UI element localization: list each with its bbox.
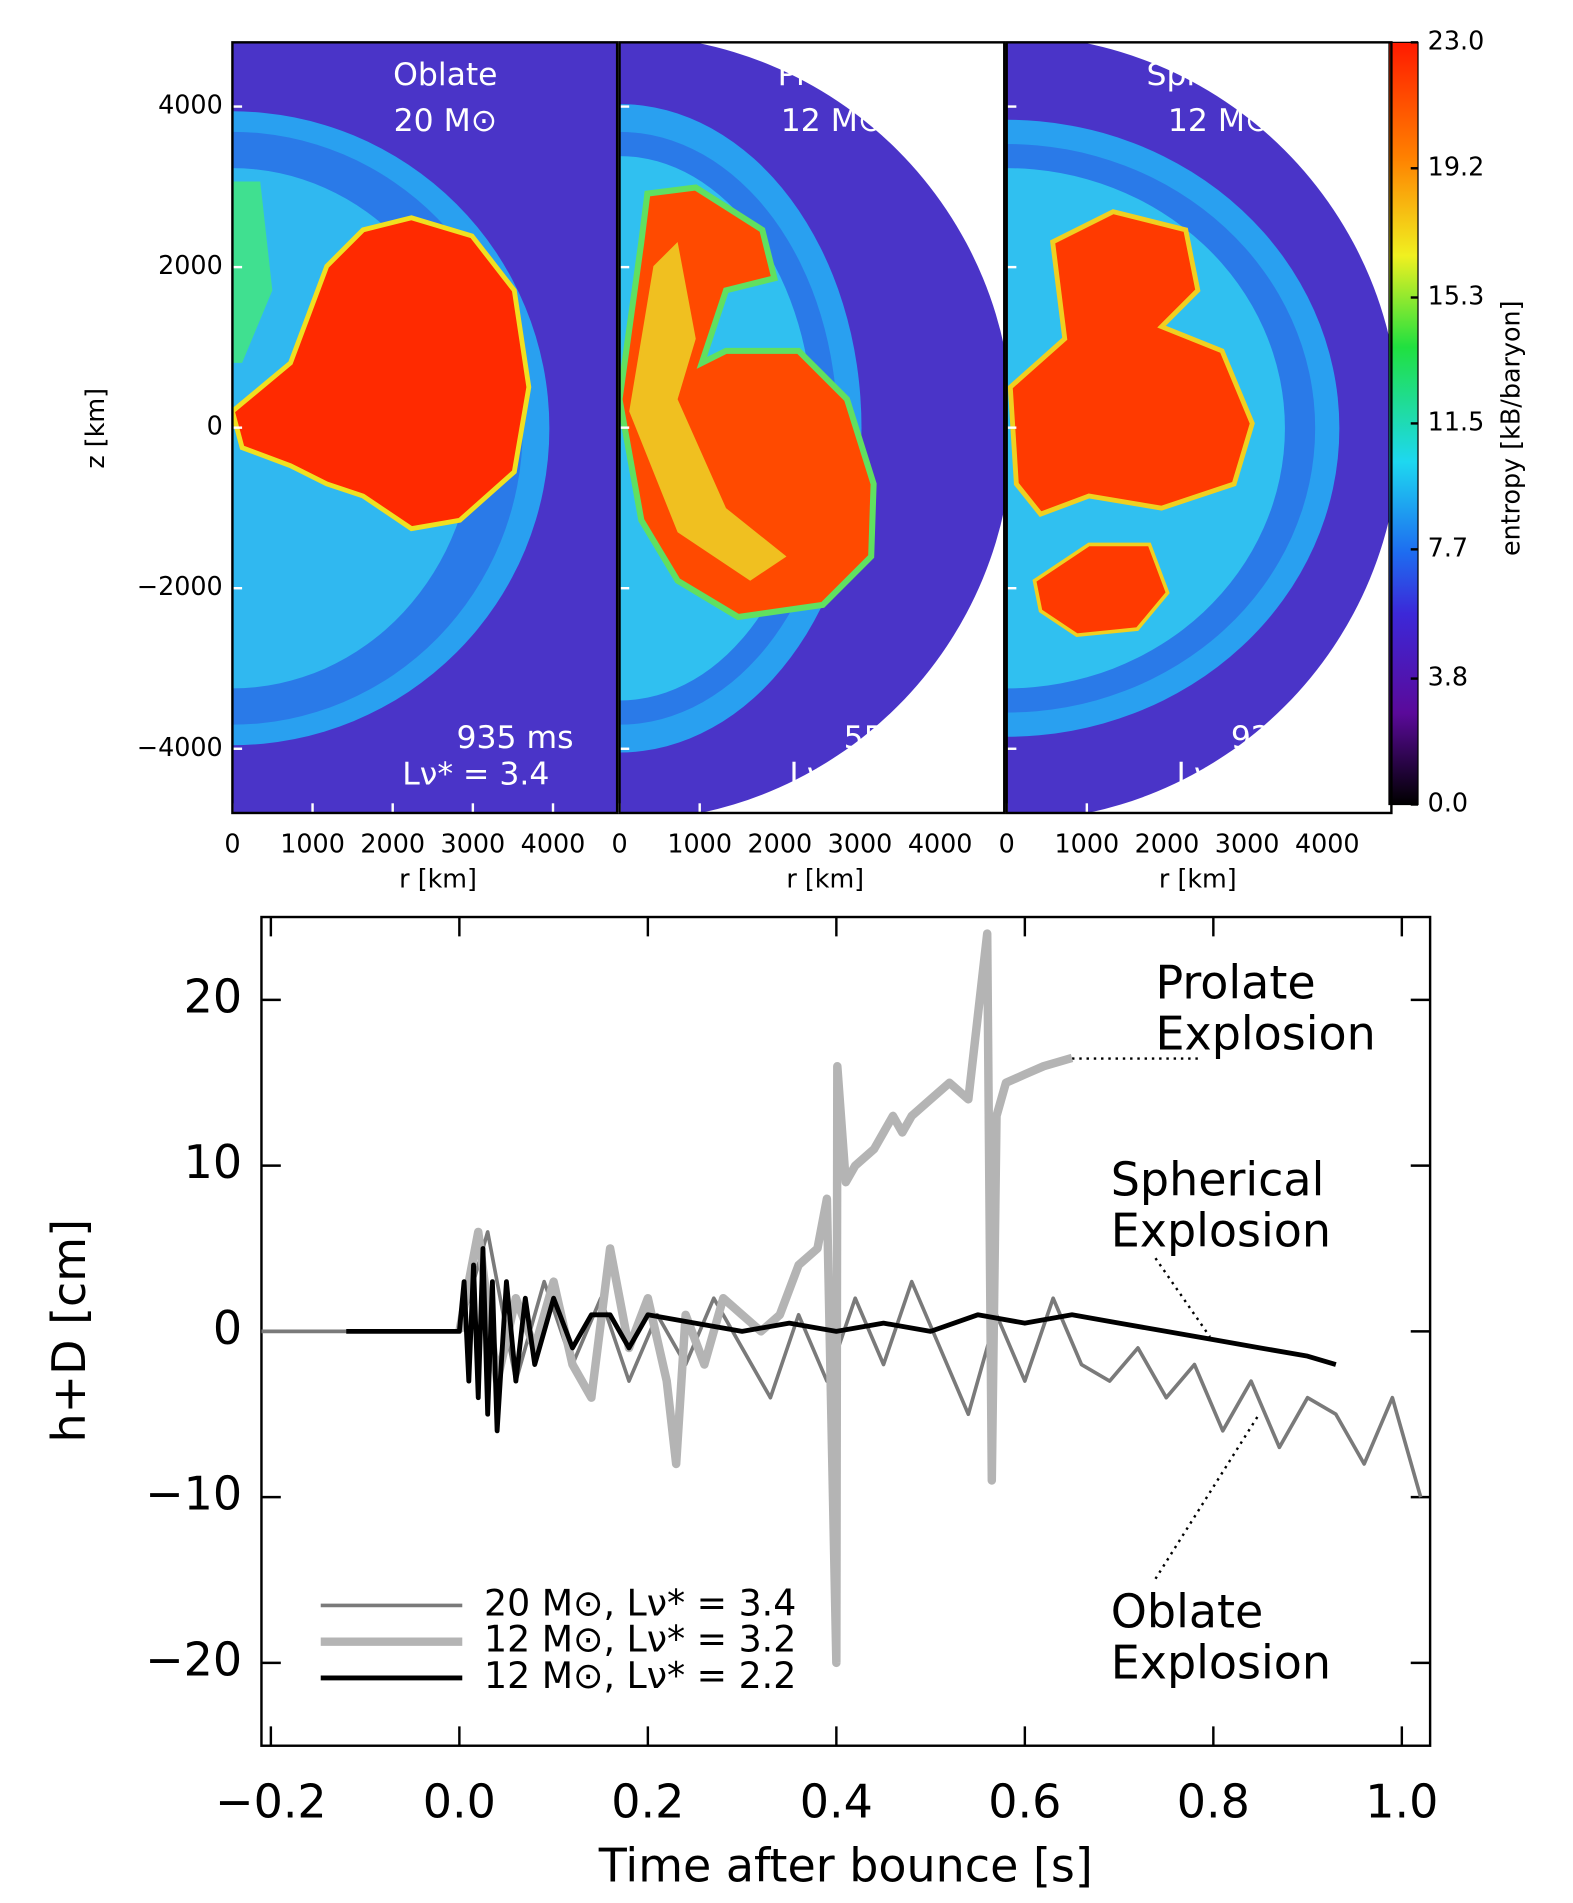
x-tick-label: 1000: [667, 829, 732, 859]
x-axis-label: r [km]: [1159, 864, 1237, 894]
annotation: Prolate: [1155, 955, 1315, 1009]
y-tick-label: 2000: [158, 250, 223, 280]
x-tick-label: 0: [611, 829, 627, 859]
panel-time: 935 ms: [457, 720, 574, 756]
x-tick-label: 0.0: [423, 1775, 496, 1829]
y-tick-label: −4000: [137, 732, 223, 762]
x-axis-label: Time after bounce [s]: [598, 1839, 1093, 1893]
x-tick-label: 1.0: [1365, 1775, 1438, 1829]
x-tick-label: 2000: [748, 829, 813, 859]
panel-time: 921 ms: [1231, 720, 1348, 756]
x-tick-label: 1000: [280, 829, 345, 859]
colorbar-tick-label: 15.3: [1428, 281, 1485, 311]
annotation: Oblate: [1111, 1585, 1264, 1639]
x-tick-label: 2000: [1135, 829, 1200, 859]
data-line: [455, 929, 1074, 1668]
x-tick-label: 4000: [1295, 829, 1360, 859]
panel-frame: [231, 41, 619, 815]
annotation: Explosion: [1111, 1635, 1331, 1689]
panel-luminosity: Lν* = 3.4: [402, 756, 549, 792]
panel-time: 550 ms: [844, 720, 961, 756]
legend-label: 20 M⊙, Lν* = 3.4: [484, 1581, 796, 1624]
x-axis-label: r [km]: [786, 864, 864, 894]
colorbar-tick-label: 3.8: [1428, 662, 1468, 692]
x-tick-label: 3000: [441, 829, 506, 859]
x-tick-label: 4000: [908, 829, 973, 859]
x-tick-label: 0: [999, 829, 1015, 859]
annotation: Explosion: [1155, 1006, 1375, 1060]
x-axis-label: r [km]: [399, 864, 477, 894]
x-tick-label: 1000: [1055, 829, 1120, 859]
x-tick-label: −0.2: [215, 1775, 327, 1829]
annotation-pointer: [1064, 1057, 1260, 1580]
x-tick-label: 0.4: [800, 1775, 873, 1829]
x-tick-label: 3000: [828, 829, 893, 859]
panel-frame: [1005, 41, 1393, 815]
y-tick-label: 0: [213, 1301, 242, 1355]
panel-title: Prolate: [778, 57, 888, 93]
panel-image: [1006, 42, 1389, 813]
y-axis-label: h+D [cm]: [42, 1219, 96, 1443]
y-tick-label: 0: [207, 411, 223, 441]
x-tick-label: 0: [224, 829, 240, 859]
colorbar-label: entropy [kB/baryon]: [1495, 300, 1525, 556]
panel-luminosity: Lν* = 2.2: [1177, 756, 1324, 792]
x-tick-label: 2000: [360, 829, 425, 859]
y-tick-label: −10: [145, 1467, 242, 1521]
panel-mass: 20 M⊙: [394, 103, 497, 139]
y-tick-label: 4000: [158, 90, 223, 120]
panel-mass: 12 M⊙: [781, 103, 884, 139]
colorbar-tick-label: 23.0: [1428, 25, 1485, 55]
y-tick-label: −2000: [137, 571, 223, 601]
panel-luminosity: Lν* = 3.2: [789, 756, 936, 792]
x-tick-label: 3000: [1215, 829, 1280, 859]
panel-title: Spherical: [1147, 57, 1293, 93]
y-tick-label: 10: [184, 1135, 243, 1189]
colorbar-tick-label: 11.5: [1428, 406, 1485, 436]
colorbar-tick-label: 19.2: [1428, 151, 1485, 181]
annotation: Spherical: [1111, 1153, 1325, 1207]
panel-title: Oblate: [393, 57, 497, 93]
panel-image: [232, 42, 618, 813]
legend-label: 12 M⊙, Lν* = 2.2: [484, 1654, 796, 1697]
x-tick-label: 4000: [521, 829, 586, 859]
colorbar-tick-label: 7.7: [1428, 532, 1468, 562]
panel-frame: [618, 41, 1006, 815]
y-tick-label: 20: [184, 969, 243, 1023]
y-axis-label: z [km]: [80, 388, 110, 469]
panel-image: [619, 42, 1005, 813]
panel-mass: 12 M⊙: [1168, 103, 1271, 139]
data-line: [346, 1246, 1337, 1434]
colorbar-tick-label: 0.0: [1428, 788, 1468, 818]
annotation: Explosion: [1111, 1203, 1331, 1257]
legend-label: 12 M⊙, Lν* = 3.2: [484, 1618, 796, 1661]
y-tick-label: −20: [145, 1632, 242, 1686]
x-tick-label: 0.8: [1177, 1775, 1250, 1829]
x-tick-label: 0.6: [988, 1775, 1061, 1829]
x-tick-label: 0.2: [611, 1775, 684, 1829]
data-line: [261, 1230, 1423, 1498]
